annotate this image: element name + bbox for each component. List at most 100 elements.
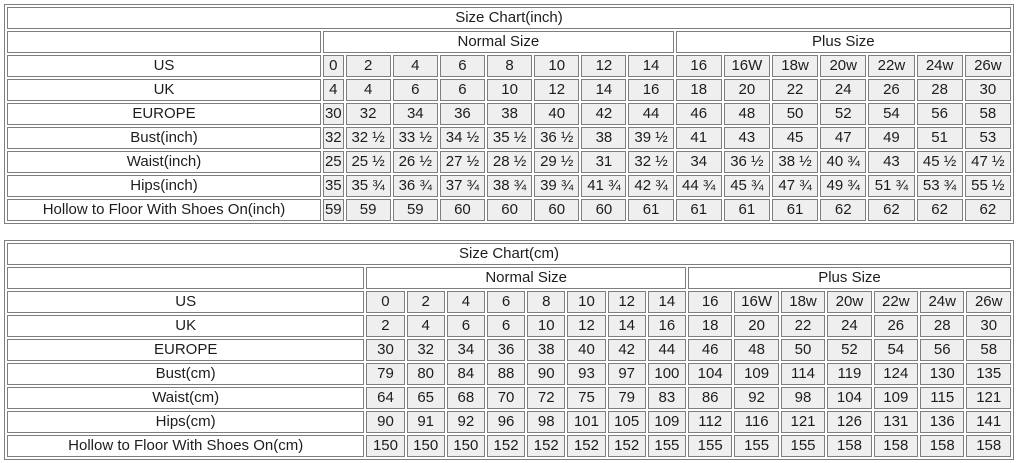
data-cell: 27 ½ xyxy=(439,151,486,173)
group-header-row: Normal Size Plus Size xyxy=(7,31,1011,53)
data-cell: 34 xyxy=(446,339,485,361)
data-cell: 47 ¾ xyxy=(771,175,819,197)
data-cell: 124 xyxy=(873,363,919,385)
data-cell: 47 xyxy=(820,127,867,149)
data-cell: 14 xyxy=(628,55,674,77)
row-label: Waist(cm) xyxy=(7,387,365,409)
data-cell: 10 xyxy=(567,291,606,313)
table-row: UK 2 4 6 6 10 12 14 16 18 20 22 24 26 28 30 xyxy=(7,315,1011,337)
data-cell: 56 xyxy=(916,103,963,125)
data-cell: 68 xyxy=(446,387,485,409)
data-cell: 47 ½ xyxy=(964,151,1011,173)
data-cell: 152 xyxy=(607,435,646,457)
data-cell: 33 ½ xyxy=(392,127,438,149)
data-cell: 52 xyxy=(820,103,867,125)
data-cell: 155 xyxy=(780,435,826,457)
row-label: US xyxy=(7,291,365,313)
table-row: EUROPE 30 32 34 36 38 40 42 44 46 48 50 52 54 56 58 xyxy=(7,339,1011,361)
data-cell: 152 xyxy=(527,435,566,457)
data-cell: 38 xyxy=(527,339,566,361)
data-cell: 70 xyxy=(486,387,526,409)
data-cell: 4 xyxy=(406,315,445,337)
data-cell: 16W xyxy=(723,55,770,77)
data-cell: 92 xyxy=(734,387,779,409)
data-cell: 10 xyxy=(534,55,580,77)
data-cell: 150 xyxy=(406,435,445,457)
data-cell: 41 xyxy=(675,127,722,149)
data-cell: 112 xyxy=(687,411,733,433)
data-cell: 105 xyxy=(607,411,646,433)
row-label: Bust(inch) xyxy=(7,127,322,149)
table-row: Hollow to Floor With Shoes On(inch) 59 59 5… xyxy=(7,199,1011,221)
data-cell: 104 xyxy=(687,363,733,385)
data-cell: 56 xyxy=(920,339,965,361)
data-cell: 6 xyxy=(439,79,486,101)
data-cell: 150 xyxy=(366,435,405,457)
data-cell: 48 xyxy=(723,103,770,125)
data-cell: 35 xyxy=(323,175,344,197)
data-cell: 6 xyxy=(486,291,526,313)
data-cell: 32 xyxy=(406,339,445,361)
data-cell: 119 xyxy=(827,363,872,385)
data-cell: 109 xyxy=(873,387,919,409)
data-cell: 25 xyxy=(323,151,344,173)
data-cell: 104 xyxy=(827,387,872,409)
data-cell: 115 xyxy=(920,387,965,409)
data-cell: 30 xyxy=(366,339,405,361)
data-cell: 61 xyxy=(723,199,770,221)
group-header-plus-size: Plus Size xyxy=(687,267,1011,289)
group-header-spacer xyxy=(7,267,365,289)
data-cell: 121 xyxy=(966,387,1011,409)
data-cell: 116 xyxy=(734,411,779,433)
data-cell: 36 ½ xyxy=(534,127,580,149)
data-cell: 26w xyxy=(964,55,1011,77)
group-header-row: Normal Size Plus Size xyxy=(7,267,1011,289)
data-cell: 90 xyxy=(527,363,566,385)
data-cell: 20 xyxy=(734,315,779,337)
data-cell: 90 xyxy=(366,411,405,433)
data-cell: 53 ¾ xyxy=(916,175,963,197)
data-cell: 135 xyxy=(966,363,1011,385)
data-cell: 36 xyxy=(439,103,486,125)
data-cell: 45 ½ xyxy=(916,151,963,173)
data-cell: 84 xyxy=(446,363,485,385)
data-cell: 45 xyxy=(771,127,819,149)
row-label: Hips(inch) xyxy=(7,175,322,197)
data-cell: 158 xyxy=(873,435,919,457)
data-cell: 52 xyxy=(827,339,872,361)
table-row: US 0 2 4 6 8 10 12 14 16 16W 18w 20w 22w 24w 26w xyxy=(7,291,1011,313)
data-cell: 150 xyxy=(446,435,485,457)
data-cell: 50 xyxy=(780,339,826,361)
data-cell: 10 xyxy=(487,79,533,101)
data-cell: 45 ¾ xyxy=(723,175,770,197)
data-cell: 59 xyxy=(392,199,438,221)
data-cell: 0 xyxy=(366,291,405,313)
data-cell: 61 xyxy=(628,199,674,221)
data-cell: 20w xyxy=(820,55,867,77)
data-cell: 32 xyxy=(345,103,391,125)
data-cell: 152 xyxy=(567,435,606,457)
table-row: UK 4 4 6 6 10 12 14 16 18 20 22 24 26 28 30 xyxy=(7,79,1011,101)
data-cell: 44 xyxy=(647,339,686,361)
table-row: US 0 2 4 6 8 10 12 14 16 16W 18w 20w 22w 24w 26w xyxy=(7,55,1011,77)
data-cell: 59 xyxy=(345,199,391,221)
data-cell: 18 xyxy=(675,79,722,101)
data-cell: 100 xyxy=(647,363,686,385)
data-cell: 114 xyxy=(780,363,826,385)
data-cell: 158 xyxy=(920,435,965,457)
data-cell: 16W xyxy=(734,291,779,313)
data-cell: 6 xyxy=(446,315,485,337)
data-cell: 48 xyxy=(734,339,779,361)
data-cell: 42 xyxy=(607,339,646,361)
row-label: UK xyxy=(7,315,365,337)
data-cell: 30 xyxy=(323,103,344,125)
data-cell: 29 ½ xyxy=(534,151,580,173)
data-cell: 62 xyxy=(916,199,963,221)
data-cell: 75 xyxy=(567,387,606,409)
data-cell: 12 xyxy=(567,315,606,337)
data-cell: 61 xyxy=(771,199,819,221)
data-cell: 32 xyxy=(323,127,344,149)
data-cell: 2 xyxy=(345,55,391,77)
data-cell: 38 xyxy=(487,103,533,125)
data-cell: 54 xyxy=(868,103,915,125)
